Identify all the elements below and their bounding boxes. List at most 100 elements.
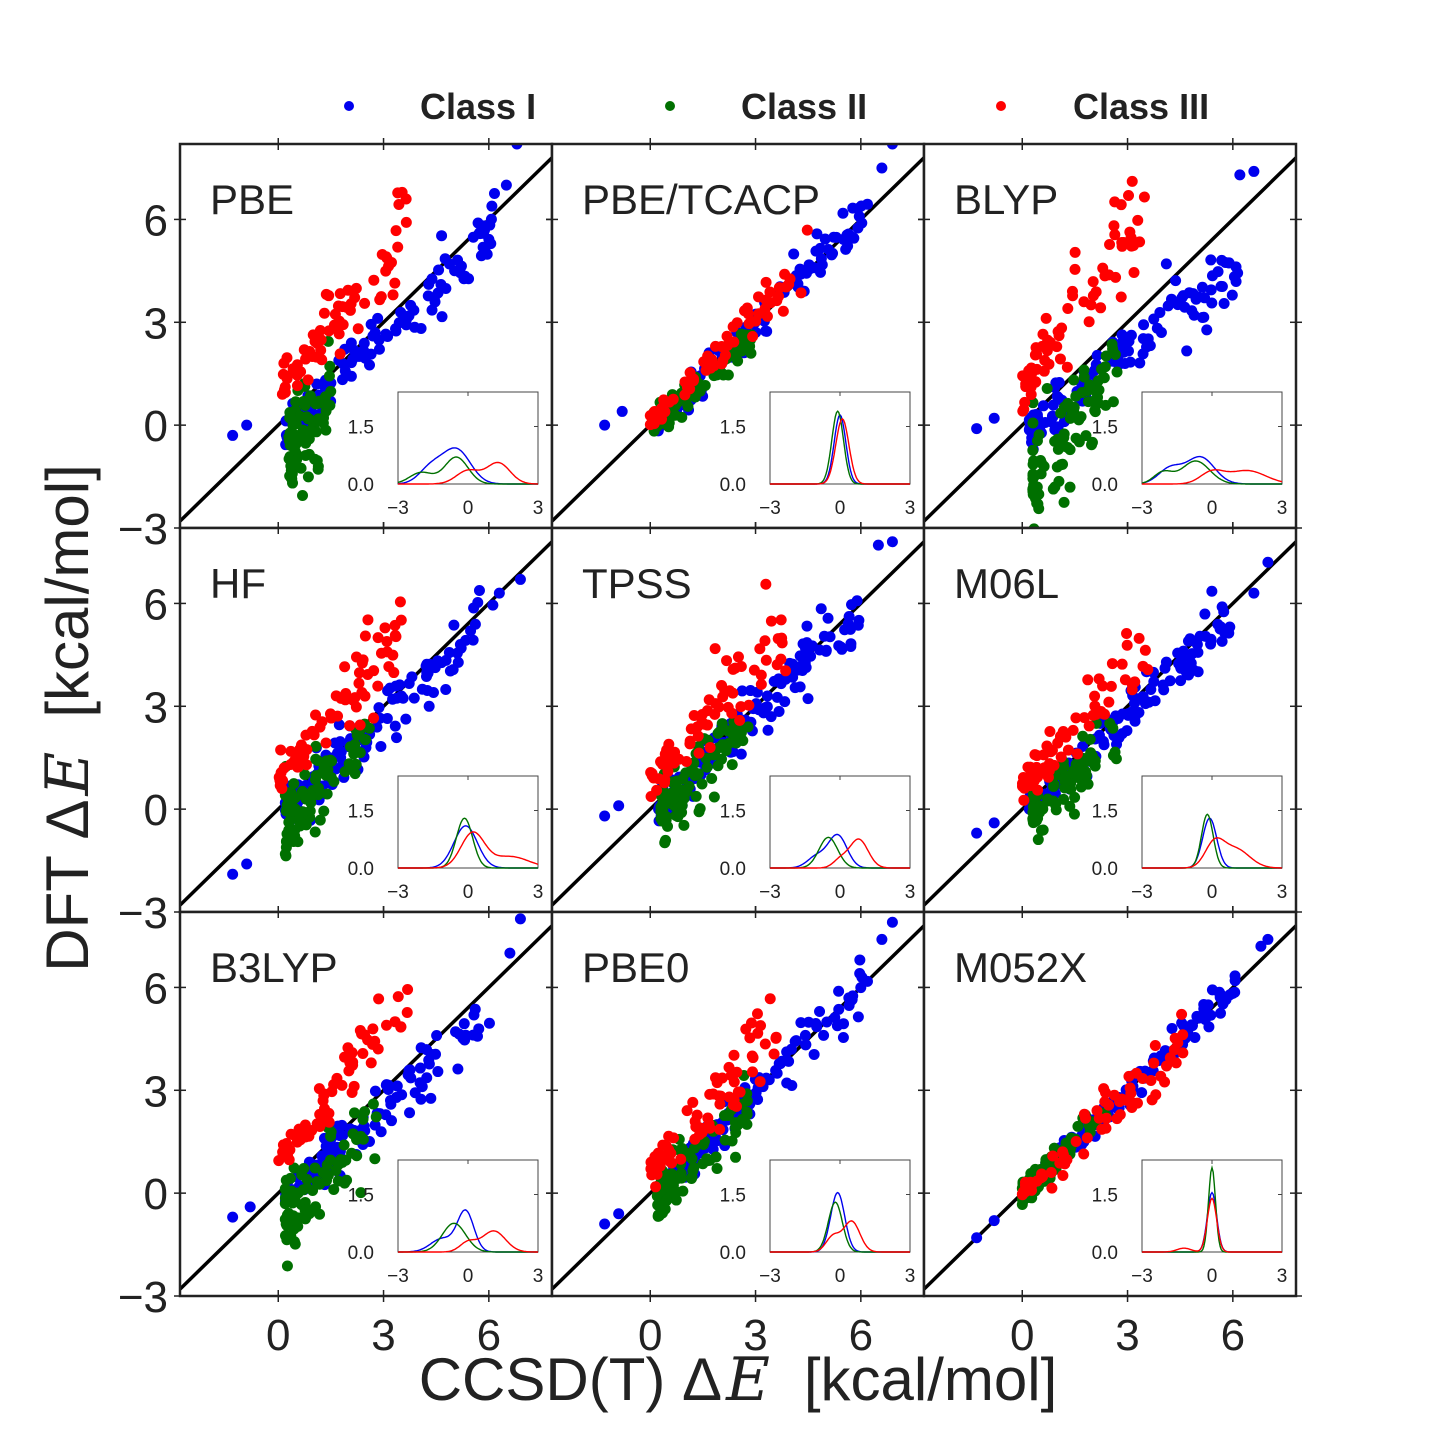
scatter-point-class-ii — [1089, 406, 1101, 418]
inset-x-tick-label: 3 — [533, 498, 544, 519]
scatter-point-class-iii — [773, 282, 785, 294]
scatter-point-class-ii — [1064, 800, 1076, 812]
scatter-point-class-iii — [1082, 674, 1094, 686]
panel-title: M052X — [954, 944, 1087, 991]
scatter-point-class-ii — [287, 477, 299, 489]
scatter-point-class-i — [493, 587, 505, 599]
scatter-point-class-i — [886, 536, 898, 548]
inset-x-tick-label: −3 — [387, 498, 409, 519]
scatter-point-class-i — [420, 660, 432, 672]
scatter-point-class-iii — [1124, 226, 1136, 238]
scatter-point-class-iii — [354, 1025, 366, 1037]
scatter-point-class-ii — [315, 415, 327, 427]
scatter-point-class-iii — [390, 631, 402, 643]
scatter-point-class-iii — [645, 790, 657, 802]
scatter-point-class-ii — [735, 328, 747, 340]
scatter-point-class-iii — [310, 351, 322, 363]
y-tick-label: 0 — [144, 1170, 168, 1219]
scatter-point-class-iii — [357, 1048, 369, 1060]
scatter-point-class-iii — [1119, 674, 1131, 686]
scatter-point-class-ii — [314, 1178, 326, 1190]
scatter-point-class-i — [1166, 1022, 1178, 1034]
scatter-point-class-i — [971, 827, 983, 839]
scatter-point-class-iii — [353, 677, 365, 689]
scatter-point-class-iii — [381, 646, 393, 658]
scatter-point-class-ii — [279, 1213, 291, 1225]
scatter-point-class-i — [1118, 346, 1130, 358]
scatter-point-class-i — [1142, 333, 1154, 345]
scatter-point-class-i — [486, 200, 498, 212]
scatter-point-class-iii — [1095, 302, 1107, 314]
scatter-point-class-i — [1177, 662, 1189, 674]
scatter-point-class-i — [345, 337, 357, 349]
scatter-point-class-ii — [1032, 834, 1044, 846]
scatter-point-class-i — [1177, 645, 1189, 657]
scatter-point-class-i — [1226, 289, 1238, 301]
scatter-point-class-i — [599, 419, 611, 431]
scatter-point-class-ii — [1030, 803, 1042, 815]
scatter-point-class-ii — [706, 773, 718, 785]
scatter-point-class-i — [381, 1079, 393, 1091]
scatter-point-class-i — [835, 641, 847, 653]
scatter-point-class-ii — [1074, 765, 1086, 777]
scatter-point-class-iii — [710, 1072, 722, 1084]
scatter-point-class-i — [394, 679, 406, 691]
scatter-point-class-i — [833, 1003, 845, 1015]
scatter-point-class-i — [440, 684, 452, 696]
scatter-point-class-iii — [688, 709, 700, 721]
scatter-point-class-iii — [392, 991, 404, 1003]
scatter-point-class-ii — [726, 759, 738, 771]
scatter-point-class-i — [818, 1029, 830, 1041]
scatter-point-class-i — [1162, 300, 1174, 312]
scatter-point-class-iii — [719, 349, 731, 361]
scatter-point-class-iii — [1104, 238, 1116, 250]
scatter-point-class-iii — [1032, 784, 1044, 796]
scatter-point-class-i — [988, 817, 1000, 829]
scatter-point-class-iii — [1099, 1096, 1111, 1108]
scatter-point-class-i — [811, 228, 823, 240]
panel-plot-area — [924, 540, 1296, 907]
scatter-point-class-i — [1205, 638, 1217, 650]
scatter-point-class-ii — [730, 1122, 742, 1134]
inset-density-curve-class-iii — [398, 461, 538, 485]
scatter-point-class-i — [468, 602, 480, 614]
scatter-point-class-i — [402, 1069, 414, 1081]
scatter-point-class-i — [404, 1107, 416, 1119]
scatter-point-class-iii — [346, 1087, 358, 1099]
scatter-point-class-i — [444, 665, 456, 677]
scatter-point-class-ii — [694, 385, 706, 397]
legend-marker-class-1 — [344, 101, 354, 111]
scatter-point-class-ii — [670, 1194, 682, 1206]
scatter-point-class-i — [829, 1012, 841, 1024]
inset-x-tick-label: 3 — [1277, 498, 1288, 519]
scatter-point-class-i — [345, 357, 357, 369]
scatter-point-class-i — [971, 423, 983, 435]
scatter-point-class-i — [1248, 587, 1260, 599]
scatter-point-class-ii — [1104, 717, 1116, 729]
scatter-point-class-iii — [747, 1052, 759, 1064]
scatter-point-class-i — [810, 245, 822, 257]
inset-density-plot: −3 0 3 0.0 1.5 — [720, 1159, 915, 1287]
scatter-point-class-iii — [1116, 658, 1128, 670]
scatter-point-class-ii — [1058, 496, 1070, 508]
scatter-point-class-i — [770, 1065, 782, 1077]
scatter-point-class-ii — [1058, 428, 1070, 440]
scatter-point-class-i — [1190, 293, 1202, 305]
scatter-point-class-iii — [1078, 1108, 1090, 1120]
scatter-point-class-iii — [1044, 725, 1056, 737]
inset-density-curve-class-iii — [398, 1230, 538, 1253]
scatter-point-class-i — [1160, 258, 1172, 270]
scatter-point-class-i — [845, 638, 857, 650]
inset-y-tick-label: 1.5 — [1092, 802, 1118, 823]
scatter-point-class-iii — [1018, 794, 1030, 806]
scatter-point-class-i — [373, 343, 385, 355]
scatter-point-class-ii — [696, 778, 708, 790]
panel-title: PBE/TCACP — [582, 176, 820, 223]
scatter-point-class-iii — [302, 374, 314, 386]
scatter-point-class-iii — [1062, 744, 1074, 756]
scatter-point-class-ii — [302, 471, 314, 483]
scatter-point-class-i — [1116, 329, 1128, 341]
scatter-point-class-iii — [1055, 751, 1067, 763]
scatter-point-class-iii — [731, 1066, 743, 1078]
scatter-point-class-ii — [1084, 379, 1096, 391]
